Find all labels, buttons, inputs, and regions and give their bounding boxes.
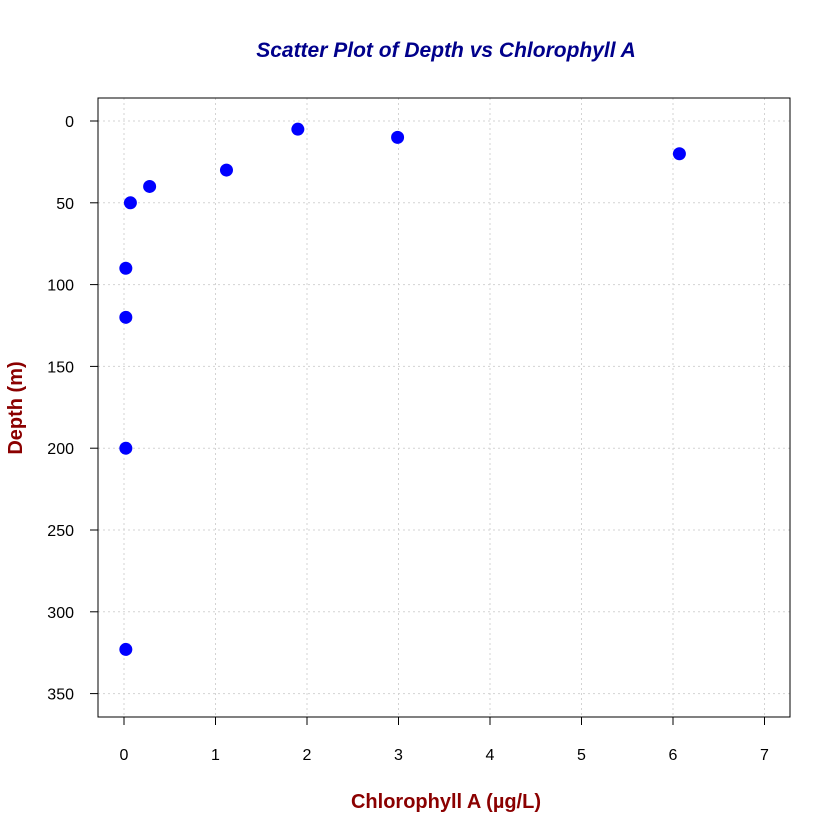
x-tick-label: 4 [486,747,495,764]
x-tick-label: 3 [394,747,403,764]
data-point [119,261,133,275]
data-point [391,130,405,144]
data-point [291,122,305,136]
data-point [119,441,133,455]
x-axis-title: Chlorophyll A (µg/L) [351,791,541,813]
x-tick-label: 0 [120,747,129,764]
y-tick-label: 250 [47,523,74,540]
y-tick-label: 200 [47,441,74,458]
data-points [119,122,686,656]
x-axis: 0 1 2 3 4 5 6 7 [120,717,769,764]
y-tick-label: 50 [56,196,74,213]
chart-title: Scatter Plot of Depth vs Chlorophyll A [256,39,636,62]
y-tick-label: 300 [47,605,74,622]
y-tick-label: 150 [47,359,74,376]
y-tick-label: 100 [47,278,74,295]
x-tick-label: 7 [760,747,769,764]
data-point [123,196,137,210]
plot-area-border [97,97,791,718]
x-tick-label: 1 [211,747,220,764]
data-point [672,147,686,161]
grid-lines [98,98,790,717]
data-point [119,642,133,656]
data-point [219,163,233,177]
y-axis: 0 50 100 150 200 250 300 350 [47,114,98,704]
y-tick-label: 350 [47,687,74,704]
data-point [143,179,157,193]
y-tick-label: 0 [65,114,74,131]
data-point [119,310,133,324]
x-tick-label: 5 [577,747,586,764]
x-tick-label: 6 [669,747,678,764]
x-tick-label: 2 [303,747,312,764]
y-axis-title: Depth (m) [5,361,27,454]
